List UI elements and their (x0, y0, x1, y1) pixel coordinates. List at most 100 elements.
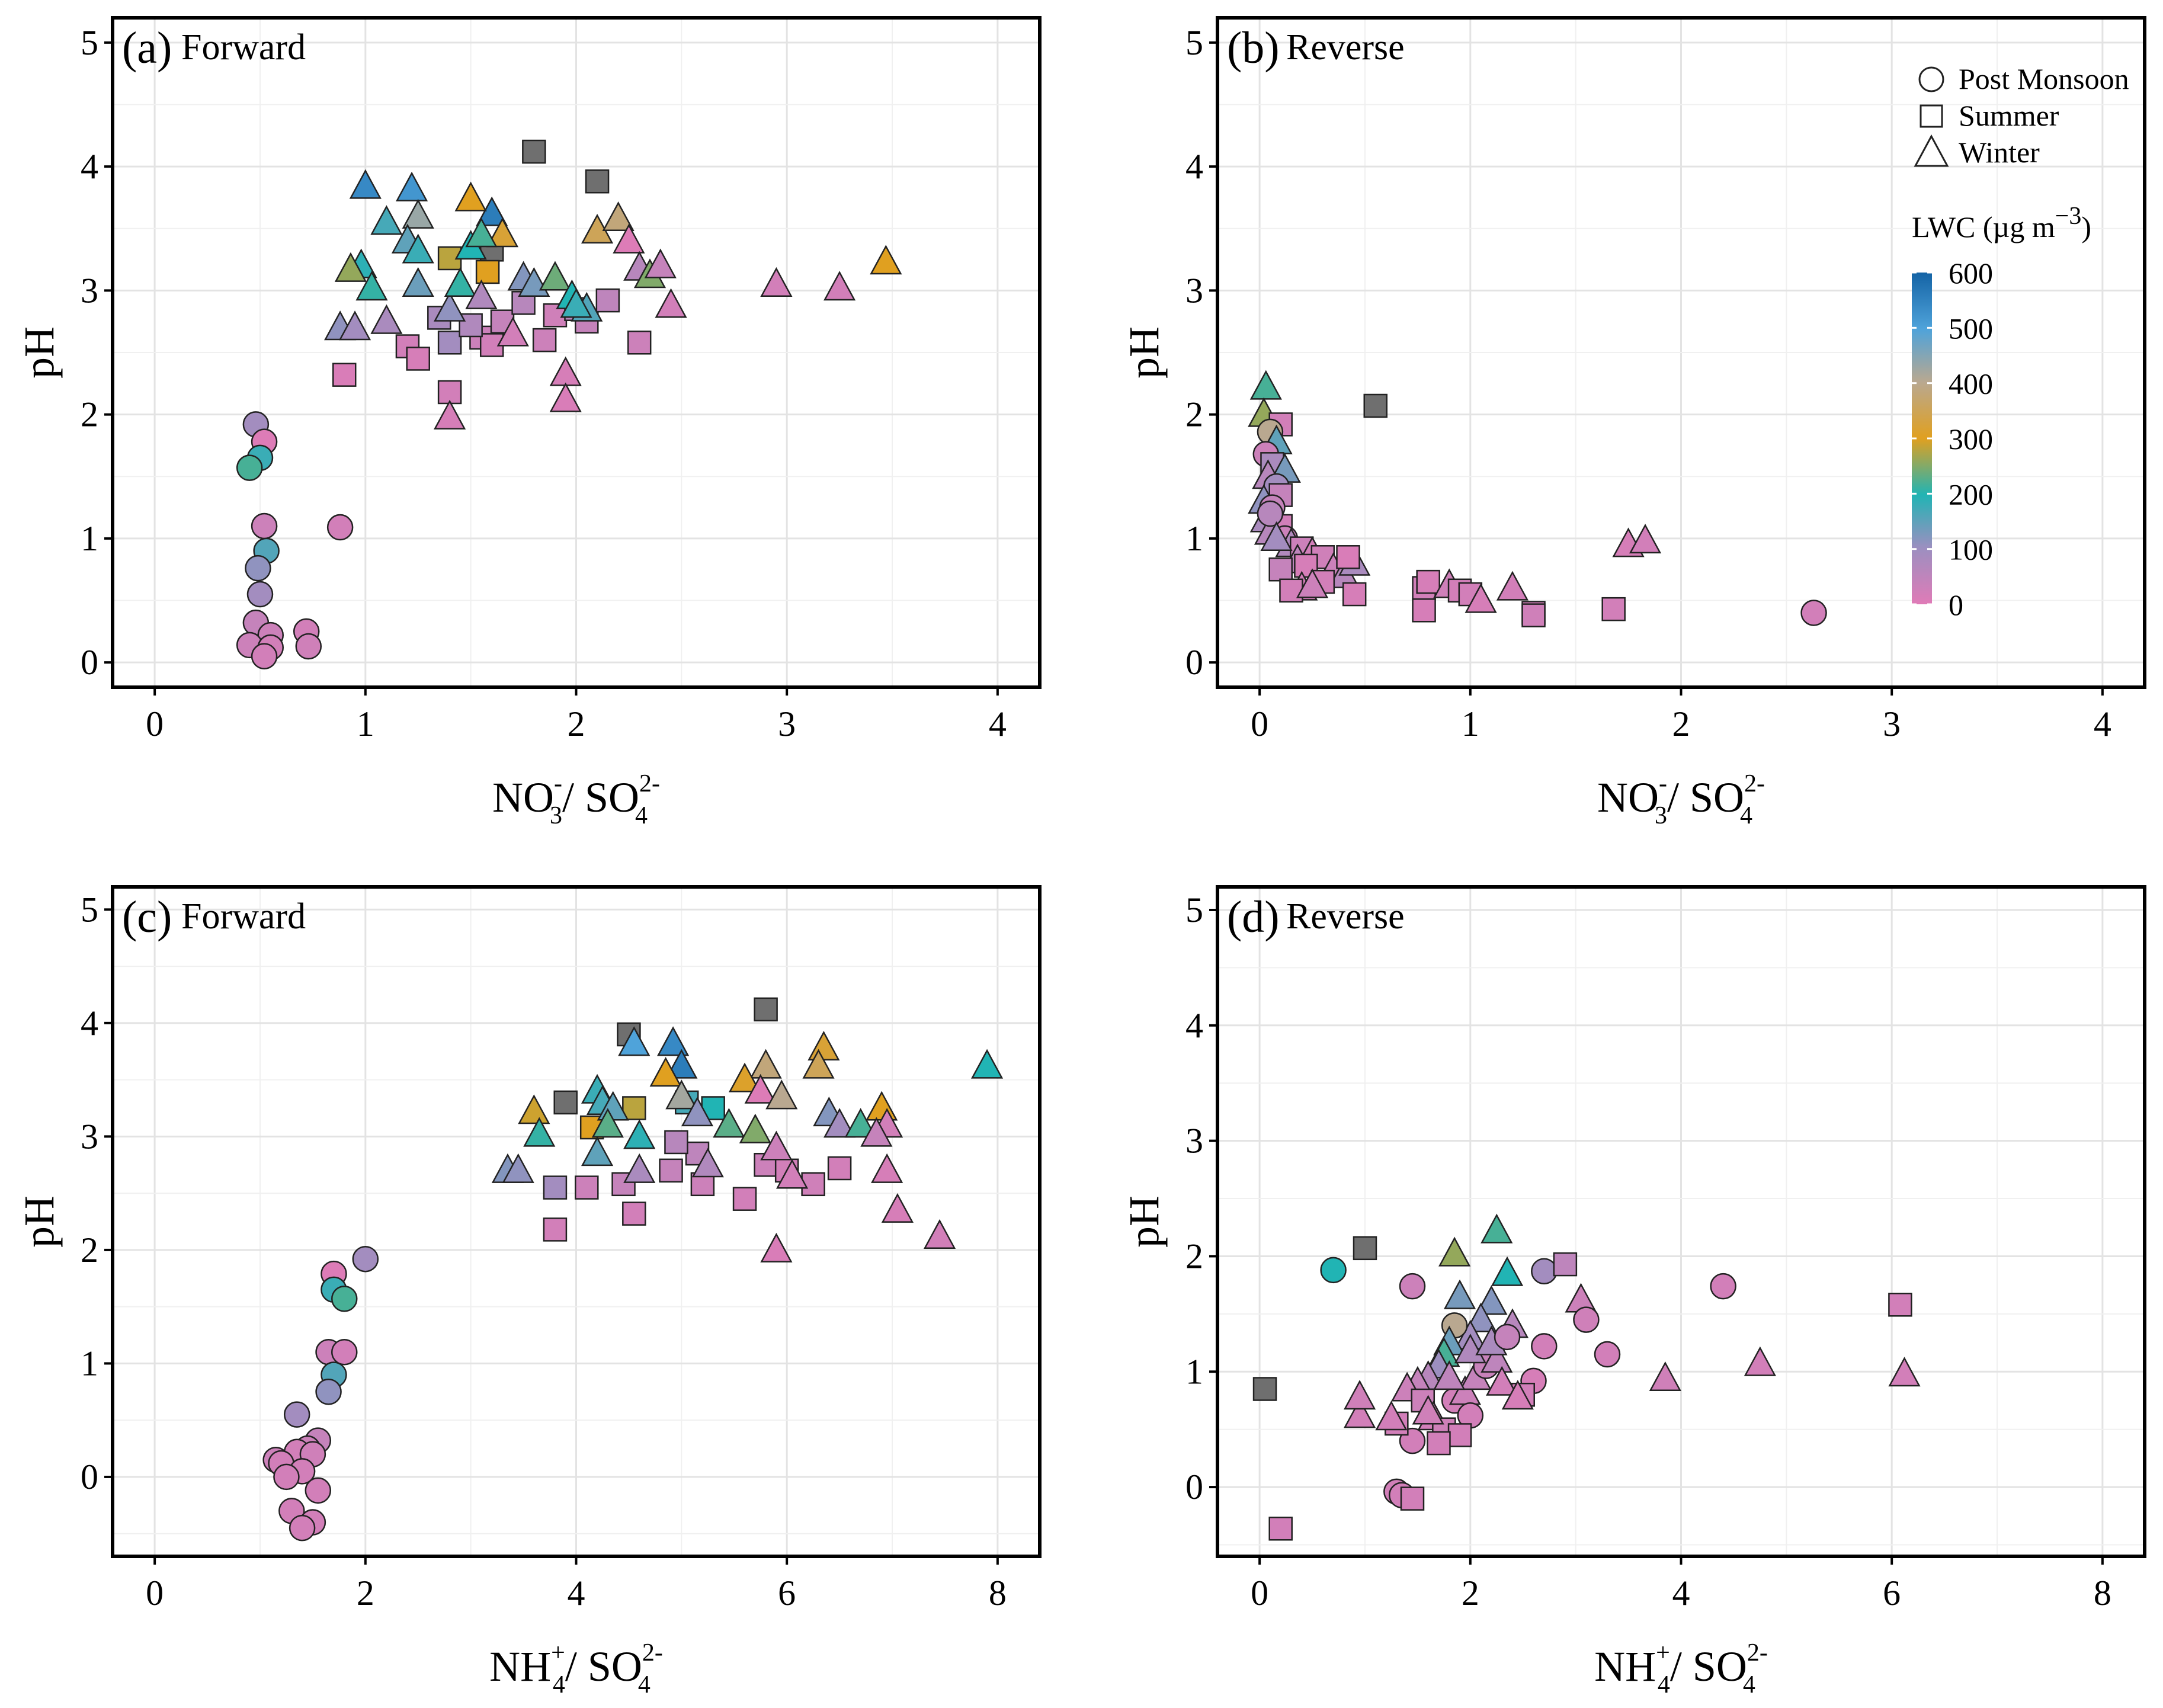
legend-label: Summer (1959, 99, 2059, 132)
data-point-winter (1343, 1398, 1376, 1428)
colorbar-title-main: LWC (µg m (1912, 210, 2055, 243)
x-axis-title-species: NH (1594, 1643, 1656, 1690)
data-point-summer (1412, 598, 1436, 623)
data-point-summer (406, 347, 430, 371)
x-tick-label: 1 (357, 704, 374, 744)
data-points (262, 997, 1004, 1542)
y-tick-label: 2 (1185, 395, 1203, 434)
data-point-post-monsoon (246, 581, 274, 608)
data-point-winter (1454, 1334, 1486, 1364)
data-point-winter (1249, 370, 1282, 400)
data-point-winter (657, 1026, 690, 1056)
y-tick-label: 2 (81, 1230, 98, 1270)
y-axis-title: pH (15, 326, 63, 379)
x-axis-title-denom: SO (588, 1643, 642, 1690)
data-point-winter (1481, 1213, 1513, 1244)
data-point-winter (486, 217, 519, 248)
data-point-winter (765, 1079, 798, 1110)
data-point-summer (595, 288, 620, 313)
data-point-summer (622, 1096, 646, 1120)
data-point-winter (681, 1097, 714, 1127)
x-axis-title-dsub: 4 (1743, 1671, 1755, 1699)
y-tick-label: 3 (81, 1117, 98, 1156)
data-point-winter (549, 382, 582, 412)
y-tick-label: 3 (1185, 1121, 1203, 1161)
data-point-winter (402, 233, 434, 264)
x-axis-title-dsub: 4 (638, 1671, 650, 1699)
data-point-post-monsoon (305, 1477, 332, 1504)
data-point-post-monsoon (273, 1463, 300, 1491)
colorbar-tick-label: 300 (1949, 422, 1993, 456)
x-tick-label: 3 (778, 704, 796, 744)
data-point-summer (1447, 1423, 1472, 1447)
data-point-winter (823, 1108, 856, 1138)
panel-title: Reverse (1286, 896, 1405, 937)
data-point-post-monsoon (1573, 1306, 1600, 1333)
data-point-post-monsoon (1531, 1258, 1558, 1285)
data-point-winter (395, 171, 428, 201)
data-point-summer (1279, 578, 1303, 603)
data-point-winter (1438, 1236, 1471, 1267)
x-axis-title-slash: / (1670, 1643, 1693, 1690)
data-point-summer (585, 169, 610, 194)
x-axis-title-denom: SO (585, 774, 639, 821)
x-axis-title-sub: 4 (553, 1671, 565, 1699)
y-tick-label: 0 (1185, 643, 1203, 682)
x-tick-label: 0 (1251, 1574, 1268, 1613)
colorbar-title-sup: −3 (2055, 203, 2082, 230)
data-point-winter (860, 1117, 893, 1147)
data-point-summer (1342, 582, 1367, 607)
data-point-summer (622, 1201, 646, 1226)
data-point-summer (1400, 1486, 1425, 1511)
x-axis-title: NH+ 4/ SO2-4 (1594, 1639, 1768, 1699)
data-point-post-monsoon (315, 1379, 342, 1405)
x-axis-title-sup: - (554, 770, 562, 797)
legend-triangle-icon (1914, 134, 1949, 167)
x-axis-title-slash: / (1667, 774, 1690, 821)
data-point-post-monsoon (245, 555, 271, 582)
data-point-post-monsoon (1594, 1341, 1621, 1368)
data-point-winter (1496, 571, 1529, 601)
data-point-summer (1427, 1431, 1451, 1456)
x-axis-title: NO- 3/ SO2- 4 (492, 770, 660, 829)
data-point-winter (1465, 583, 1497, 613)
data-point-post-monsoon (1494, 1324, 1521, 1351)
data-point-summer (1353, 1236, 1377, 1261)
x-tick-label: 6 (1883, 1574, 1901, 1613)
x-tick-label: 4 (2094, 704, 2111, 744)
y-tick-label: 1 (1185, 519, 1203, 558)
data-point-summer (1553, 1252, 1578, 1277)
data-point-winter (739, 1113, 771, 1143)
x-tick-label: 1 (1462, 704, 1479, 744)
data-point-winter (871, 1153, 903, 1183)
data-point-summer (522, 139, 546, 164)
data-point-summer (1601, 597, 1626, 621)
x-axis-title-species: NO (492, 774, 554, 821)
data-point-summer (1888, 1293, 1912, 1317)
colorbar-tick-label: 400 (1949, 367, 1993, 400)
data-point-winter (807, 1030, 840, 1061)
colorbar-title-end: ) (2081, 210, 2091, 243)
data-point-summer (437, 331, 462, 355)
data-point-winter (338, 310, 371, 341)
data-point-summer (1363, 393, 1388, 418)
y-tick-label: 4 (81, 1004, 98, 1043)
x-tick-label: 4 (989, 704, 1007, 744)
data-point-winter (760, 1130, 793, 1161)
data-point-winter (1412, 1395, 1444, 1425)
y-tick-label: 3 (1185, 271, 1203, 310)
x-axis-title-denom: SO (1693, 1643, 1747, 1690)
data-point-post-monsoon (289, 1514, 316, 1542)
x-axis-title-dsub: 4 (635, 802, 648, 829)
data-point-summer (754, 997, 778, 1022)
x-axis-title-slash: / (565, 1643, 588, 1690)
x-tick-label: 0 (146, 704, 164, 744)
y-axis-title: pH (15, 1196, 63, 1248)
data-points (1252, 1213, 1921, 1541)
data-point-winter (454, 181, 487, 212)
data-point-winter (402, 198, 434, 229)
colorbar-tick-label: 600 (1949, 257, 1993, 290)
y-tick-label: 5 (1185, 890, 1203, 930)
data-point-summer (664, 1130, 688, 1155)
data-point-post-monsoon (283, 1401, 310, 1428)
